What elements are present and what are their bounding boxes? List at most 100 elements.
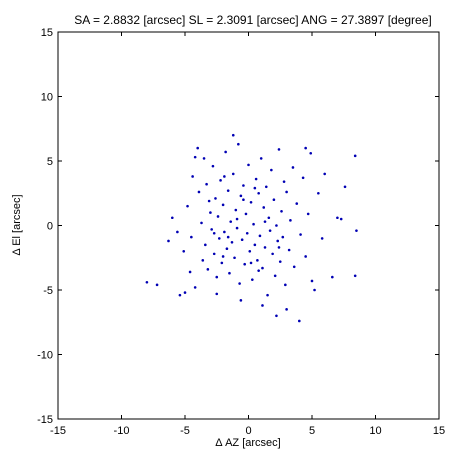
data-point: [243, 262, 246, 266]
data-point: [204, 243, 207, 247]
data-point: [245, 231, 249, 235]
data-point: [320, 237, 324, 240]
data-point: [221, 255, 225, 258]
data-point: [270, 168, 273, 172]
data-point: [292, 265, 296, 269]
data-point: [183, 291, 187, 294]
data-point: [196, 146, 199, 150]
data-point: [278, 260, 282, 263]
data-point: [235, 226, 239, 230]
data-point: [264, 185, 268, 189]
data-point: [242, 184, 245, 187]
data-point: [266, 293, 269, 297]
data-point: [217, 237, 221, 240]
data-point: [238, 282, 241, 285]
data-point: [178, 293, 182, 297]
y-tick-label: 10: [41, 92, 53, 104]
data-point: [261, 304, 264, 307]
data-point: [249, 261, 253, 265]
data-point: [215, 292, 219, 296]
data-point: [206, 268, 210, 271]
data-point: [205, 182, 208, 186]
data-point: [225, 247, 229, 251]
data-point: [263, 220, 267, 223]
data-point: [197, 190, 201, 194]
y-tick-label: -5: [43, 285, 53, 297]
data-point: [298, 319, 301, 323]
data-point: [272, 198, 276, 201]
y-axis-label: Δ El [arcsec]: [11, 194, 23, 255]
data-point: [228, 271, 231, 275]
data-point: [193, 155, 197, 159]
data-point: [301, 176, 305, 180]
data-point: [221, 203, 225, 207]
data-point: [343, 185, 347, 189]
y-tick-label: 15: [41, 27, 53, 39]
y-tick-label: 5: [47, 156, 53, 168]
data-point: [214, 197, 217, 200]
data-point: [309, 151, 313, 155]
data-point: [258, 234, 262, 238]
data-point: [223, 230, 226, 234]
data-point: [280, 210, 283, 213]
data-point: [281, 235, 285, 239]
data-point: [201, 259, 205, 262]
data-point: [282, 180, 286, 183]
data-point: [263, 246, 267, 249]
data-point: [277, 148, 281, 151]
data-point: [230, 240, 234, 244]
data-point: [209, 211, 212, 214]
data-point: [182, 250, 186, 253]
data-point: [284, 283, 287, 287]
x-tick-label: -10: [114, 425, 130, 437]
data-point: [304, 255, 307, 258]
data-point: [253, 186, 257, 190]
data-point: [244, 212, 248, 216]
data-point: [145, 280, 149, 284]
data-point: [254, 177, 258, 181]
data-point: [223, 175, 226, 178]
data-point: [242, 198, 245, 201]
data-point: [353, 154, 357, 158]
x-tick-label: 0: [245, 425, 251, 437]
data-point: [275, 314, 278, 318]
data-point: [202, 157, 206, 160]
data-point: [212, 231, 216, 235]
data-point: [171, 216, 174, 220]
data-point: [191, 175, 194, 178]
data-point: [304, 146, 307, 150]
x-axis: -15 -10 -5 0 5 10 15: [50, 32, 445, 437]
data-points: [145, 133, 358, 323]
data-point: [207, 199, 211, 203]
data-point: [273, 274, 277, 278]
data-point: [339, 217, 343, 221]
y-tick-label: -10: [37, 350, 53, 362]
data-point: [317, 191, 320, 195]
data-point: [226, 235, 230, 239]
data-point: [226, 189, 230, 192]
data-point: [212, 252, 216, 256]
data-point: [276, 239, 280, 243]
data-point: [295, 202, 299, 205]
data-point: [235, 217, 239, 221]
data-point: [299, 233, 302, 236]
data-point: [256, 259, 259, 262]
data-point: [291, 166, 295, 169]
data-point: [336, 216, 339, 220]
data-point: [193, 286, 197, 289]
data-point: [216, 215, 220, 218]
y-tick-label: -15: [37, 414, 53, 426]
data-point: [253, 243, 257, 247]
data-point: [229, 220, 233, 223]
data-point: [248, 250, 252, 253]
data-point: [313, 288, 316, 292]
y-tick-label: 0: [47, 221, 53, 233]
data-point: [252, 222, 255, 226]
x-tick-label: -5: [180, 425, 190, 437]
x-tick-label: -15: [50, 425, 66, 437]
data-point: [247, 163, 250, 167]
data-point: [289, 219, 292, 222]
data-point: [211, 164, 215, 168]
data-point: [275, 224, 278, 227]
